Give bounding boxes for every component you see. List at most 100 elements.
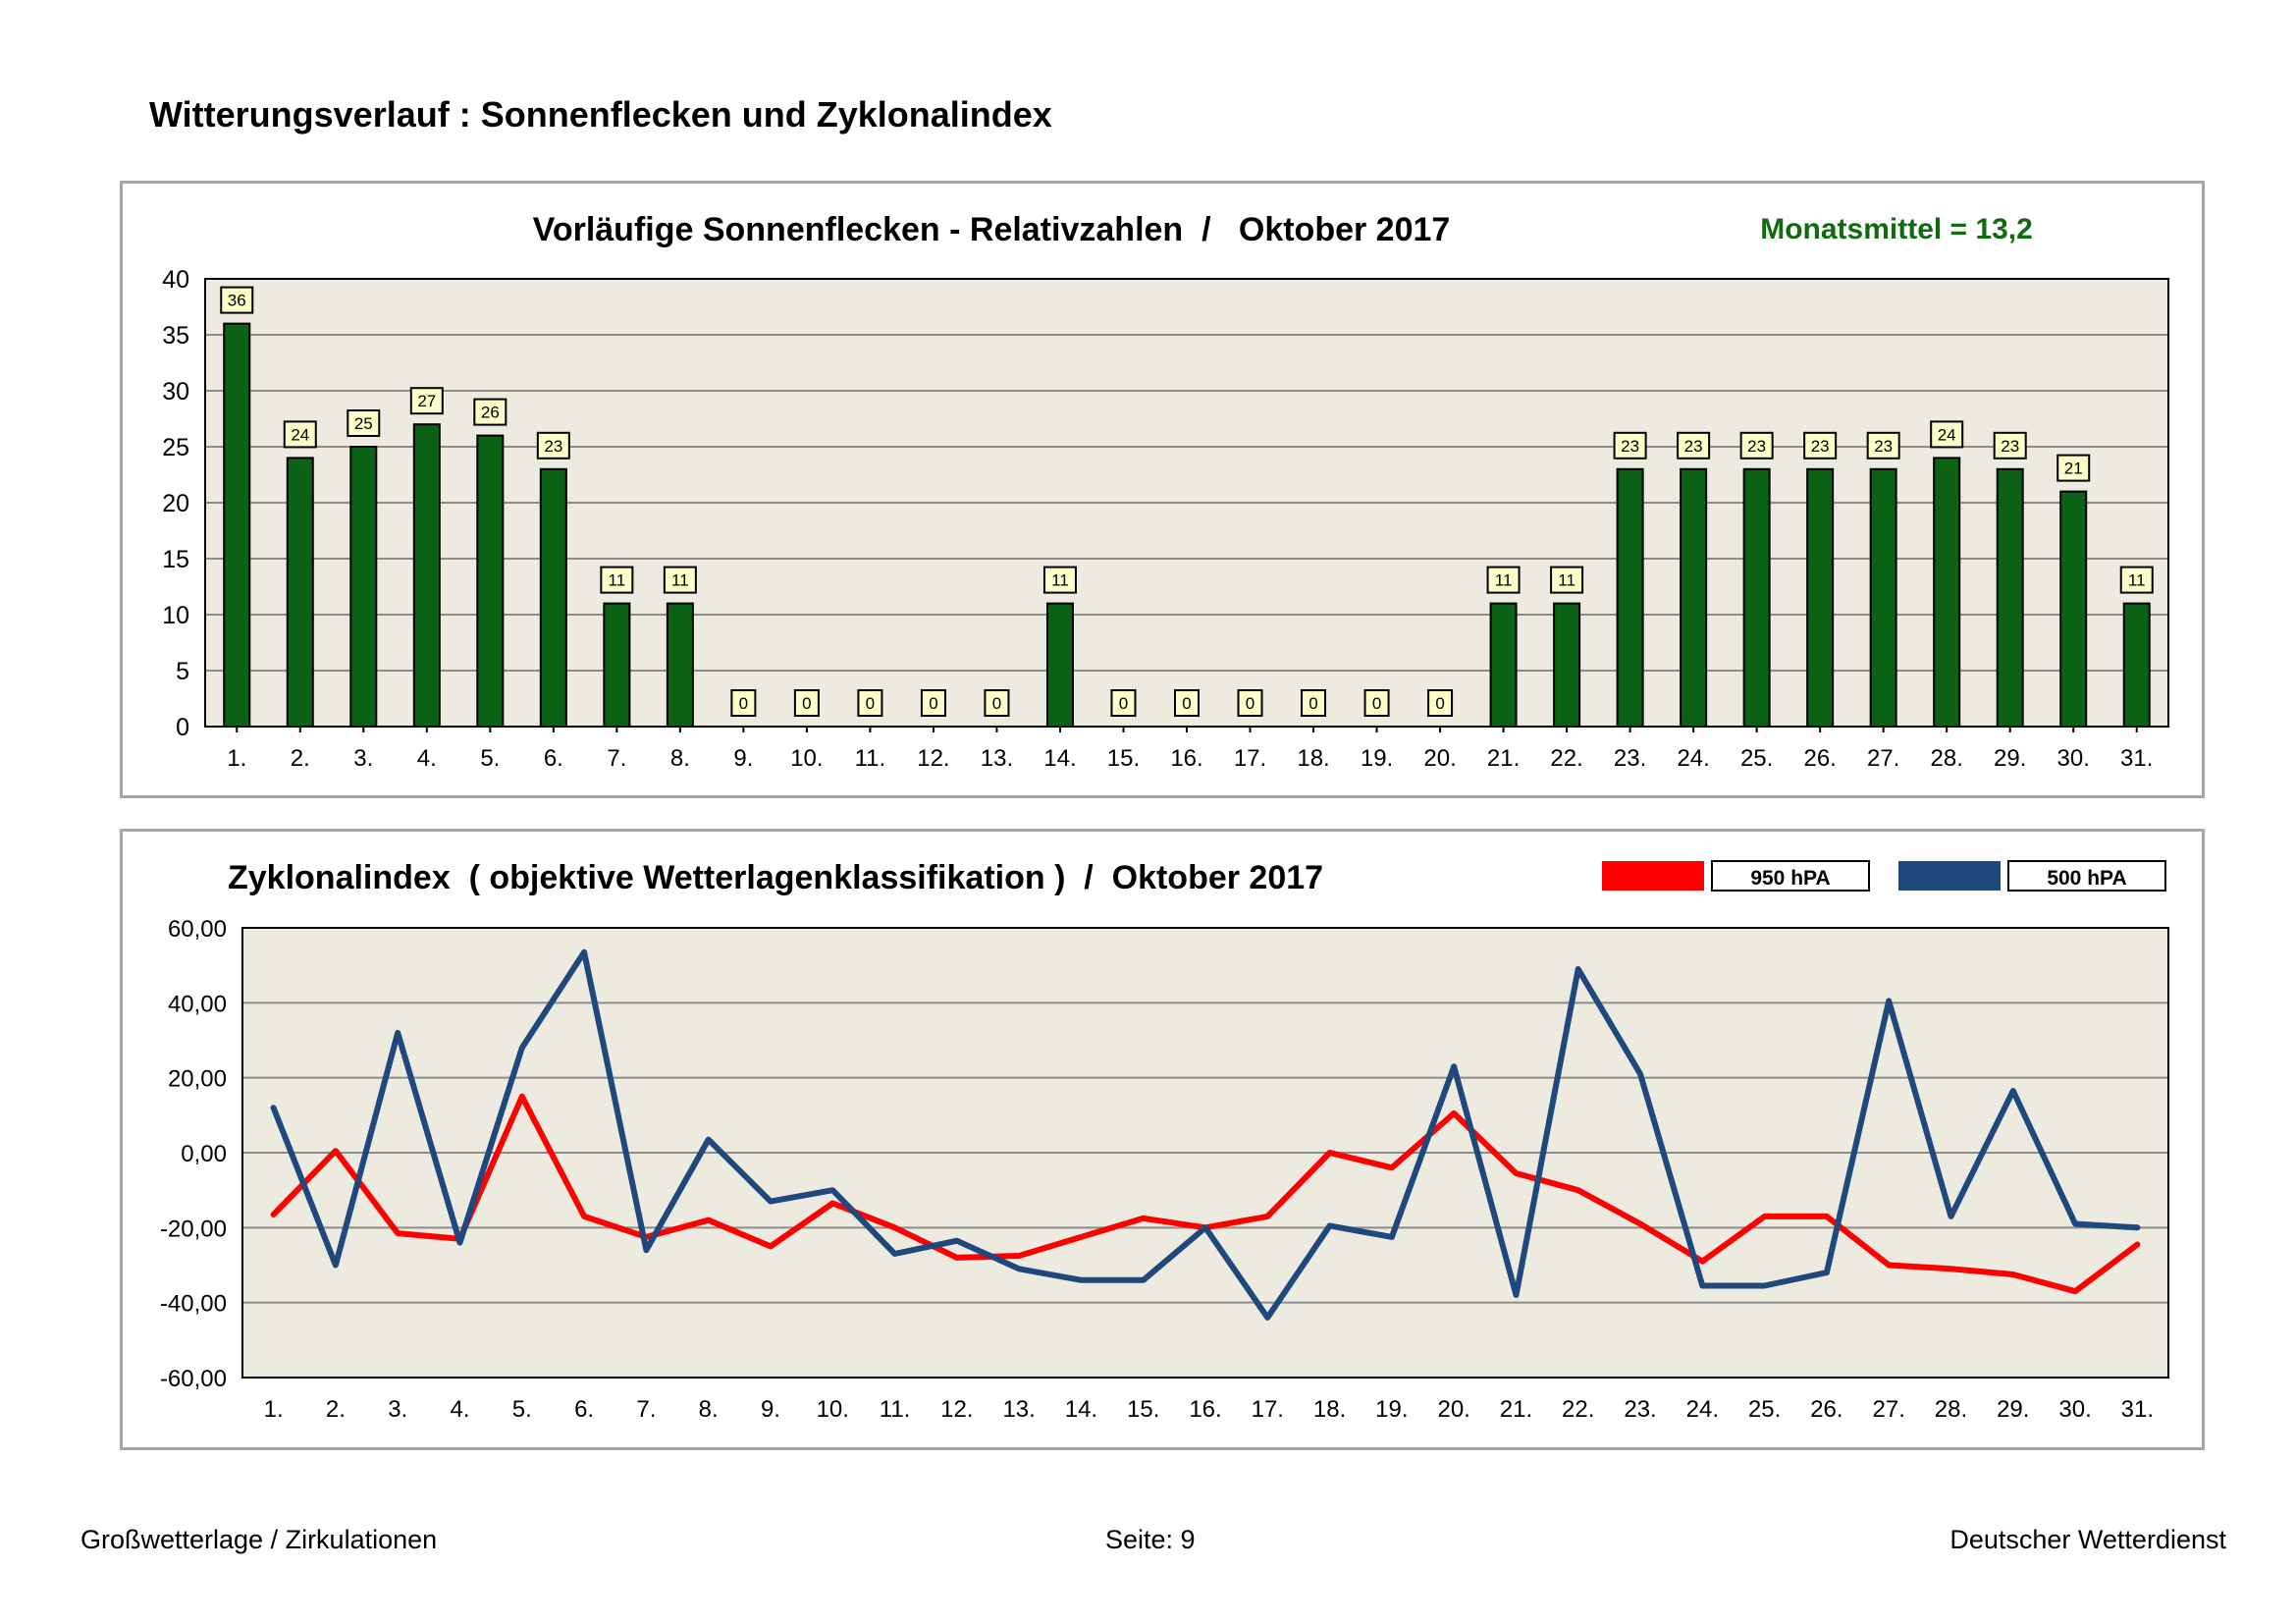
y-tick-label: 0,00	[181, 1141, 227, 1167]
x-tick-label: 22.	[1550, 745, 1582, 772]
y-tick-label: 0	[176, 714, 189, 741]
x-tick-label: 9.	[761, 1396, 780, 1423]
data-label-box	[600, 566, 634, 594]
data-label: 23	[544, 437, 562, 456]
x-tick-label: 5.	[480, 745, 500, 772]
x-tick-label: 26.	[1810, 1396, 1842, 1423]
data-label: 0	[1182, 694, 1191, 713]
x-tick-label: 7.	[607, 745, 626, 772]
data-label: 24	[291, 425, 309, 444]
bar	[1933, 457, 1961, 728]
data-label-box	[1930, 420, 1964, 449]
x-tick-label: 24.	[1686, 1396, 1719, 1423]
sunspot-chart: Vorläufige Sonnenflecken - Relativzahlen…	[162, 211, 2169, 772]
data-label-box	[220, 286, 254, 314]
footer-right: Deutscher Wetterdienst	[1949, 1525, 2226, 1554]
data-label: 0	[992, 694, 1001, 713]
data-label-box	[1486, 566, 1521, 594]
bar	[349, 446, 378, 728]
data-label-box	[920, 689, 946, 717]
x-tick-label: 21.	[1487, 745, 1520, 772]
y-tick-label: 5	[176, 658, 189, 685]
series-line-500-hpa	[270, 948, 2141, 1321]
bar	[1996, 467, 2024, 728]
x-tick-label: 16.	[1170, 745, 1202, 772]
data-label: 25	[354, 414, 373, 433]
data-label-box	[409, 387, 444, 415]
x-tick-label: 18.	[1297, 745, 1329, 772]
data-label: 0	[929, 694, 937, 713]
data-label-box	[1237, 689, 1263, 717]
x-tick-label: 31.	[2121, 1396, 2154, 1423]
data-label-box	[1363, 689, 1390, 717]
data-label: 11	[1051, 571, 1069, 590]
x-tick-label: 14.	[1065, 1396, 1097, 1423]
monthly-mean-label: Monatsmittel = 13,2	[1760, 213, 2033, 245]
data-label-box	[663, 566, 697, 594]
bar	[1553, 602, 1581, 729]
page-title: Witterungsverlauf : Sonnenflecken und Zy…	[149, 94, 1052, 135]
sunspot-chart-panel: Vorläufige Sonnenflecken - Relativzahlen…	[120, 181, 2205, 798]
data-label-box	[857, 689, 883, 717]
x-tick-label: 4.	[417, 745, 437, 772]
x-tick-label: 21.	[1500, 1396, 1532, 1423]
legend-swatch-500	[1898, 861, 2001, 891]
x-tick-label: 2.	[326, 1396, 346, 1423]
x-tick-label: 25.	[1748, 1396, 1781, 1423]
x-tick-label: 22.	[1562, 1396, 1594, 1423]
x-tick-label: 31.	[2120, 745, 2153, 772]
data-label: 23	[1811, 437, 1830, 456]
data-label: 23	[2001, 437, 2019, 456]
data-label: 26	[481, 404, 500, 422]
data-label: 23	[1684, 437, 1703, 456]
x-tick-label: 25.	[1740, 745, 1773, 772]
x-tick-label: 2.	[291, 745, 310, 772]
y-tick-label: 30	[162, 378, 189, 406]
x-tick-label: 20.	[1437, 1396, 1469, 1423]
data-label: 0	[802, 694, 811, 713]
data-label-box	[1110, 689, 1137, 717]
x-tick-label: 9.	[733, 745, 753, 772]
x-tick-label: 20.	[1423, 745, 1456, 772]
x-tick-label: 10.	[817, 1396, 849, 1423]
x-tick-label: 29.	[1994, 745, 2026, 772]
data-label: 27	[417, 392, 436, 410]
x-tick-label: 17.	[1234, 745, 1266, 772]
legend-label-500: 500 hPA	[2047, 867, 2126, 890]
x-tick-label: 5.	[512, 1396, 532, 1423]
x-tick-label: 26.	[1803, 745, 1836, 772]
bar	[412, 423, 441, 728]
data-label: 0	[1246, 694, 1255, 713]
data-label-box	[984, 689, 1010, 717]
data-label-box	[1427, 689, 1454, 717]
data-label-box	[283, 420, 317, 449]
bar	[1680, 467, 1708, 728]
x-tick-label: 30.	[2057, 745, 2090, 772]
data-label-box	[2056, 454, 2091, 482]
bar	[2059, 490, 2088, 728]
data-label-box	[1550, 566, 1584, 594]
data-label-box	[473, 398, 507, 426]
data-label-box	[1042, 566, 1077, 594]
x-tick-label: 1.	[227, 745, 246, 772]
x-tick-label: 4.	[451, 1396, 470, 1423]
y-tick-label: 25	[162, 434, 189, 461]
data-label-box	[1866, 431, 1900, 460]
data-label: 0	[1435, 694, 1444, 713]
data-label: 11	[2128, 571, 2146, 590]
bar	[2122, 602, 2151, 729]
x-tick-label: 16.	[1189, 1396, 1221, 1423]
x-tick-label: 11.	[855, 745, 886, 772]
x-tick-label: 27.	[1873, 1396, 1905, 1423]
data-label-box	[536, 431, 570, 460]
x-tick-label: 1.	[264, 1396, 284, 1423]
cyclonal-index-chart: Zyklonalindex ( objektive Wetterlagenkla…	[160, 859, 2169, 1423]
data-label: 11	[671, 571, 689, 590]
data-label-box	[1174, 689, 1200, 717]
x-tick-label: 6.	[544, 745, 563, 772]
cyclonal-index-chart-title: Zyklonalindex ( objektive Wetterlagenkla…	[228, 859, 1323, 896]
bar	[1869, 467, 1897, 728]
bar	[1806, 467, 1835, 728]
bar	[603, 602, 631, 729]
data-label: 0	[1372, 694, 1381, 713]
